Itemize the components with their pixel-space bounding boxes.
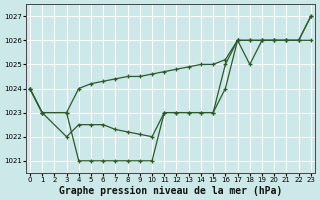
X-axis label: Graphe pression niveau de la mer (hPa): Graphe pression niveau de la mer (hPa): [59, 186, 282, 196]
